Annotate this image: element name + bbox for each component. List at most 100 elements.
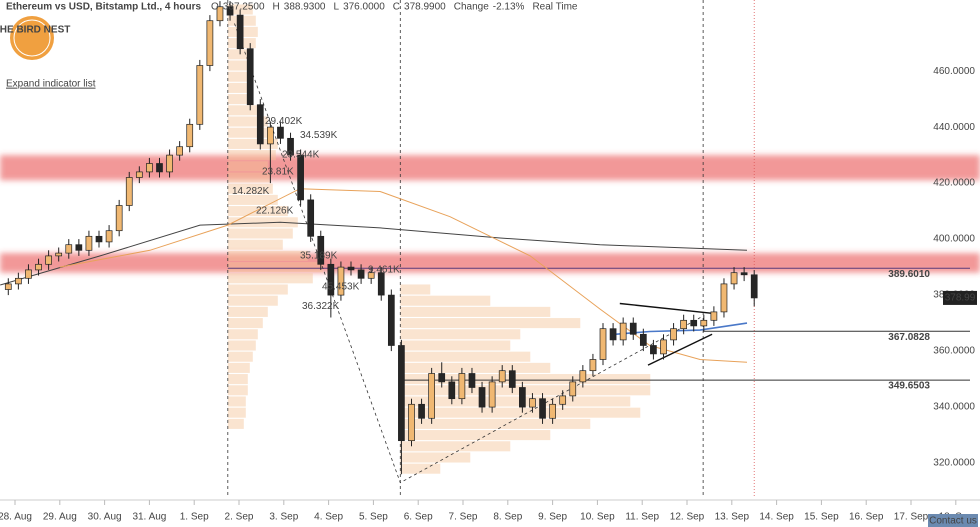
header-text: O <box>211 2 219 13</box>
x-tick-label: 1. Sep <box>180 512 209 523</box>
x-tick-label: 28. Aug <box>0 512 32 523</box>
profile-bar <box>227 82 248 93</box>
profile-bar <box>400 452 471 463</box>
candle-body <box>186 123 194 148</box>
profile-label: 45.453K <box>322 281 360 292</box>
header-text: 387.2500 <box>223 2 265 13</box>
level-label: 349.6503 <box>888 381 930 392</box>
candle-body <box>85 235 93 251</box>
contact-label[interactable]: Contact us <box>929 516 977 527</box>
x-tick-label: 13. Sep <box>715 512 750 523</box>
header-text: -2.13% <box>493 2 525 13</box>
zone <box>0 253 980 273</box>
profile-label: 36.322K <box>302 301 340 312</box>
x-tick-label: 12. Sep <box>670 512 705 523</box>
candle-body <box>468 373 476 388</box>
profile-bar <box>227 183 273 194</box>
candle-body <box>690 319 698 327</box>
y-tick-label: 440.0000 <box>933 122 975 133</box>
candle-body <box>65 244 73 254</box>
profile-bar <box>227 351 253 362</box>
profile-bar <box>227 127 273 138</box>
candle-body <box>750 274 758 299</box>
candle-body <box>599 328 607 360</box>
plot-area <box>0 0 980 497</box>
candle-body <box>196 65 204 125</box>
candle-body <box>307 199 315 237</box>
profile-bar <box>227 407 246 418</box>
profile-bar <box>227 284 288 295</box>
candle-body <box>75 244 83 251</box>
profile-bar <box>227 306 268 317</box>
last-price-label: 378.99 <box>945 293 976 304</box>
profile-bar <box>227 239 283 250</box>
profile-bar <box>227 385 248 396</box>
header-text: H <box>273 2 280 13</box>
profile-label: 35.189K <box>300 251 338 262</box>
profile-label: 29.544K <box>282 150 320 161</box>
x-tick-label: 10. Sep <box>580 512 615 523</box>
profile-bar <box>400 329 521 340</box>
candle-body <box>287 137 294 156</box>
header-text: 378.9900 <box>404 2 446 13</box>
profile-label: 14.282K <box>232 186 270 197</box>
expand-link[interactable]: Expand indicator list <box>6 79 96 90</box>
x-tick-label: 6. Sep <box>404 512 433 523</box>
zone <box>0 155 980 181</box>
x-tick-label: 14. Sep <box>759 512 794 523</box>
candle-body <box>226 6 234 16</box>
candle-body <box>660 339 667 355</box>
profile-bar <box>400 407 641 418</box>
candle-body <box>720 283 728 313</box>
profile-bar <box>227 150 276 161</box>
profile-label: 9.461K <box>368 265 400 276</box>
candle-body <box>730 272 738 285</box>
profile-bar <box>227 71 248 82</box>
profile-bar <box>227 60 250 71</box>
contact-button[interactable] <box>928 514 978 527</box>
candle-body <box>639 333 647 346</box>
profile-bar <box>227 194 278 205</box>
header-text: Change <box>454 2 489 13</box>
profile-bar <box>400 306 551 317</box>
profile-bar <box>400 396 631 407</box>
candle-body <box>236 14 244 50</box>
profile-bar <box>227 396 246 407</box>
candle-body <box>629 322 637 335</box>
candle-body <box>700 319 708 327</box>
profile-bar <box>227 374 248 385</box>
candle-body <box>387 294 395 346</box>
candle-body <box>176 146 183 156</box>
candle-body <box>347 266 355 271</box>
candle-body <box>95 235 103 243</box>
profile-label: 22.126K <box>256 206 294 217</box>
profile-bar <box>227 161 268 172</box>
candle-body <box>206 20 214 66</box>
profile-bar <box>227 362 250 373</box>
candle-body <box>710 311 718 321</box>
candle-body <box>125 177 133 206</box>
candle-body <box>337 266 345 296</box>
profile-label: 23.81K <box>262 167 294 178</box>
level-label: 367.0828 <box>888 332 930 343</box>
y-tick-label: 360.0000 <box>933 346 975 357</box>
x-tick-label: 5. Sep <box>359 512 388 523</box>
candle-body <box>317 235 325 265</box>
x-tick-label: 11. Sep <box>625 512 659 523</box>
profile-bar <box>227 262 323 273</box>
candle-body <box>45 255 52 265</box>
profile-bar <box>227 105 258 116</box>
candle-body <box>408 403 415 442</box>
y-tick-label: 420.0000 <box>933 178 975 189</box>
candle-body <box>650 345 657 355</box>
profile-bar <box>400 463 441 474</box>
profile-bar <box>400 284 431 295</box>
triangle-line <box>619 302 713 314</box>
candle-body <box>327 263 335 296</box>
x-tick-label: 3. Sep <box>269 512 298 523</box>
candle-body <box>55 252 63 257</box>
profile-bar <box>400 430 551 441</box>
x-tick-label: 2. Sep <box>225 512 254 523</box>
candle-body <box>508 370 516 388</box>
